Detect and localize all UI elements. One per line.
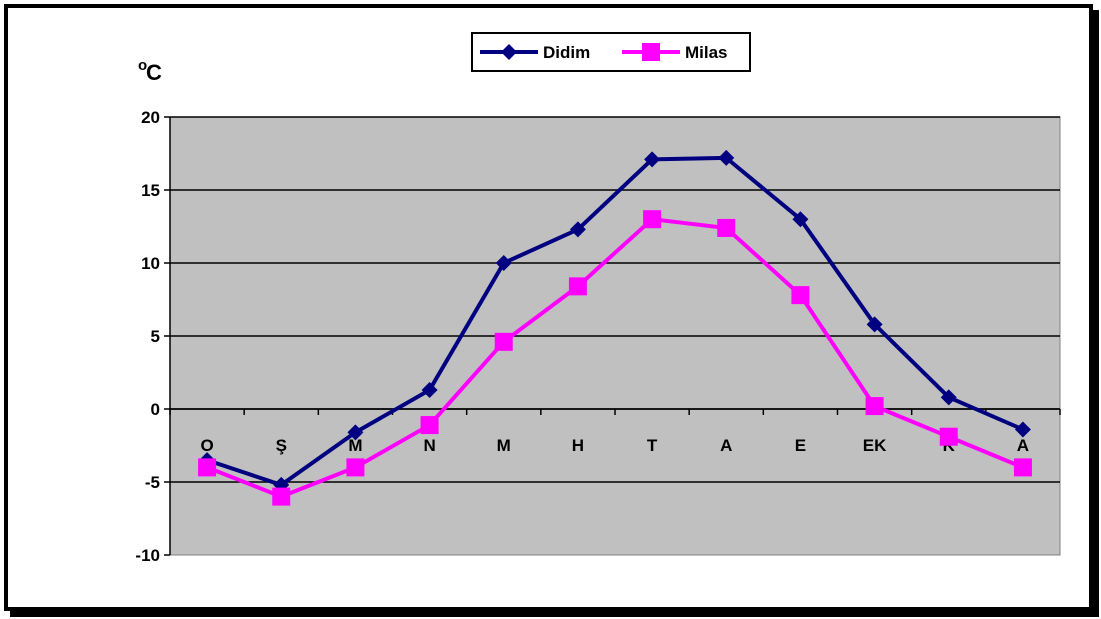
x-tick-label: M <box>497 436 511 455</box>
x-tick-label: H <box>572 436 584 455</box>
data-point-square <box>272 487 291 506</box>
data-point-square <box>643 210 662 229</box>
x-tick-label: EK <box>863 436 887 455</box>
x-tick-label: E <box>795 436 806 455</box>
y-tick-label: 5 <box>151 327 160 346</box>
y-tick-labels: -10 -5 0 5 10 15 20 <box>135 108 170 565</box>
data-point-diamond <box>940 389 957 406</box>
data-point-diamond <box>792 211 809 228</box>
data-point-diamond <box>501 44 517 60</box>
y-tick-label: -5 <box>145 473 160 492</box>
y-tick-label: -10 <box>135 546 160 565</box>
data-point-square <box>346 458 365 477</box>
data-point-diamond <box>644 151 661 168</box>
data-point-diamond <box>569 221 586 238</box>
data-point-diamond <box>421 382 438 399</box>
series-milas <box>198 210 1032 506</box>
x-tick-label: A <box>1017 436 1029 455</box>
data-point-square <box>717 218 736 237</box>
data-point-square <box>1013 458 1032 477</box>
x-tick-label: Ş <box>276 436 287 455</box>
data-point-diamond <box>866 316 883 333</box>
data-point-square <box>791 286 810 305</box>
legend-label: Milas <box>685 43 728 62</box>
data-point-diamond <box>495 255 512 271</box>
y-tick-label: 15 <box>141 181 160 200</box>
x-tick-label: T <box>647 436 658 455</box>
data-point-square <box>198 458 217 477</box>
x-tick-label: O <box>200 436 213 455</box>
data-point-square <box>939 427 958 446</box>
x-tick-label: A <box>720 436 732 455</box>
data-point-diamond <box>347 424 364 441</box>
series-line <box>206 155 1024 487</box>
data-point-square <box>642 43 660 61</box>
legend-label: Didim <box>543 43 590 62</box>
series-didim <box>199 149 1031 493</box>
y-axis-label-unit: C <box>146 60 162 85</box>
data-point-square <box>494 332 513 351</box>
data-point-square <box>865 397 884 416</box>
series-line <box>206 217 1024 499</box>
data-point-square <box>568 277 587 296</box>
legend: Didim Milas <box>471 32 751 72</box>
x-tick-label: N <box>423 436 435 455</box>
y-axis-label: o C <box>138 57 162 85</box>
data-point-diamond <box>1014 421 1031 438</box>
data-point-diamond <box>718 149 735 166</box>
data-point-square <box>420 416 439 435</box>
x-tick-label: M <box>348 436 362 455</box>
y-tick-label: 0 <box>151 400 160 419</box>
y-tick-label: 10 <box>141 254 160 273</box>
y-axis-label-superscript: o <box>138 57 147 74</box>
y-tick-label: 20 <box>141 108 160 127</box>
series-layer <box>198 149 1032 506</box>
